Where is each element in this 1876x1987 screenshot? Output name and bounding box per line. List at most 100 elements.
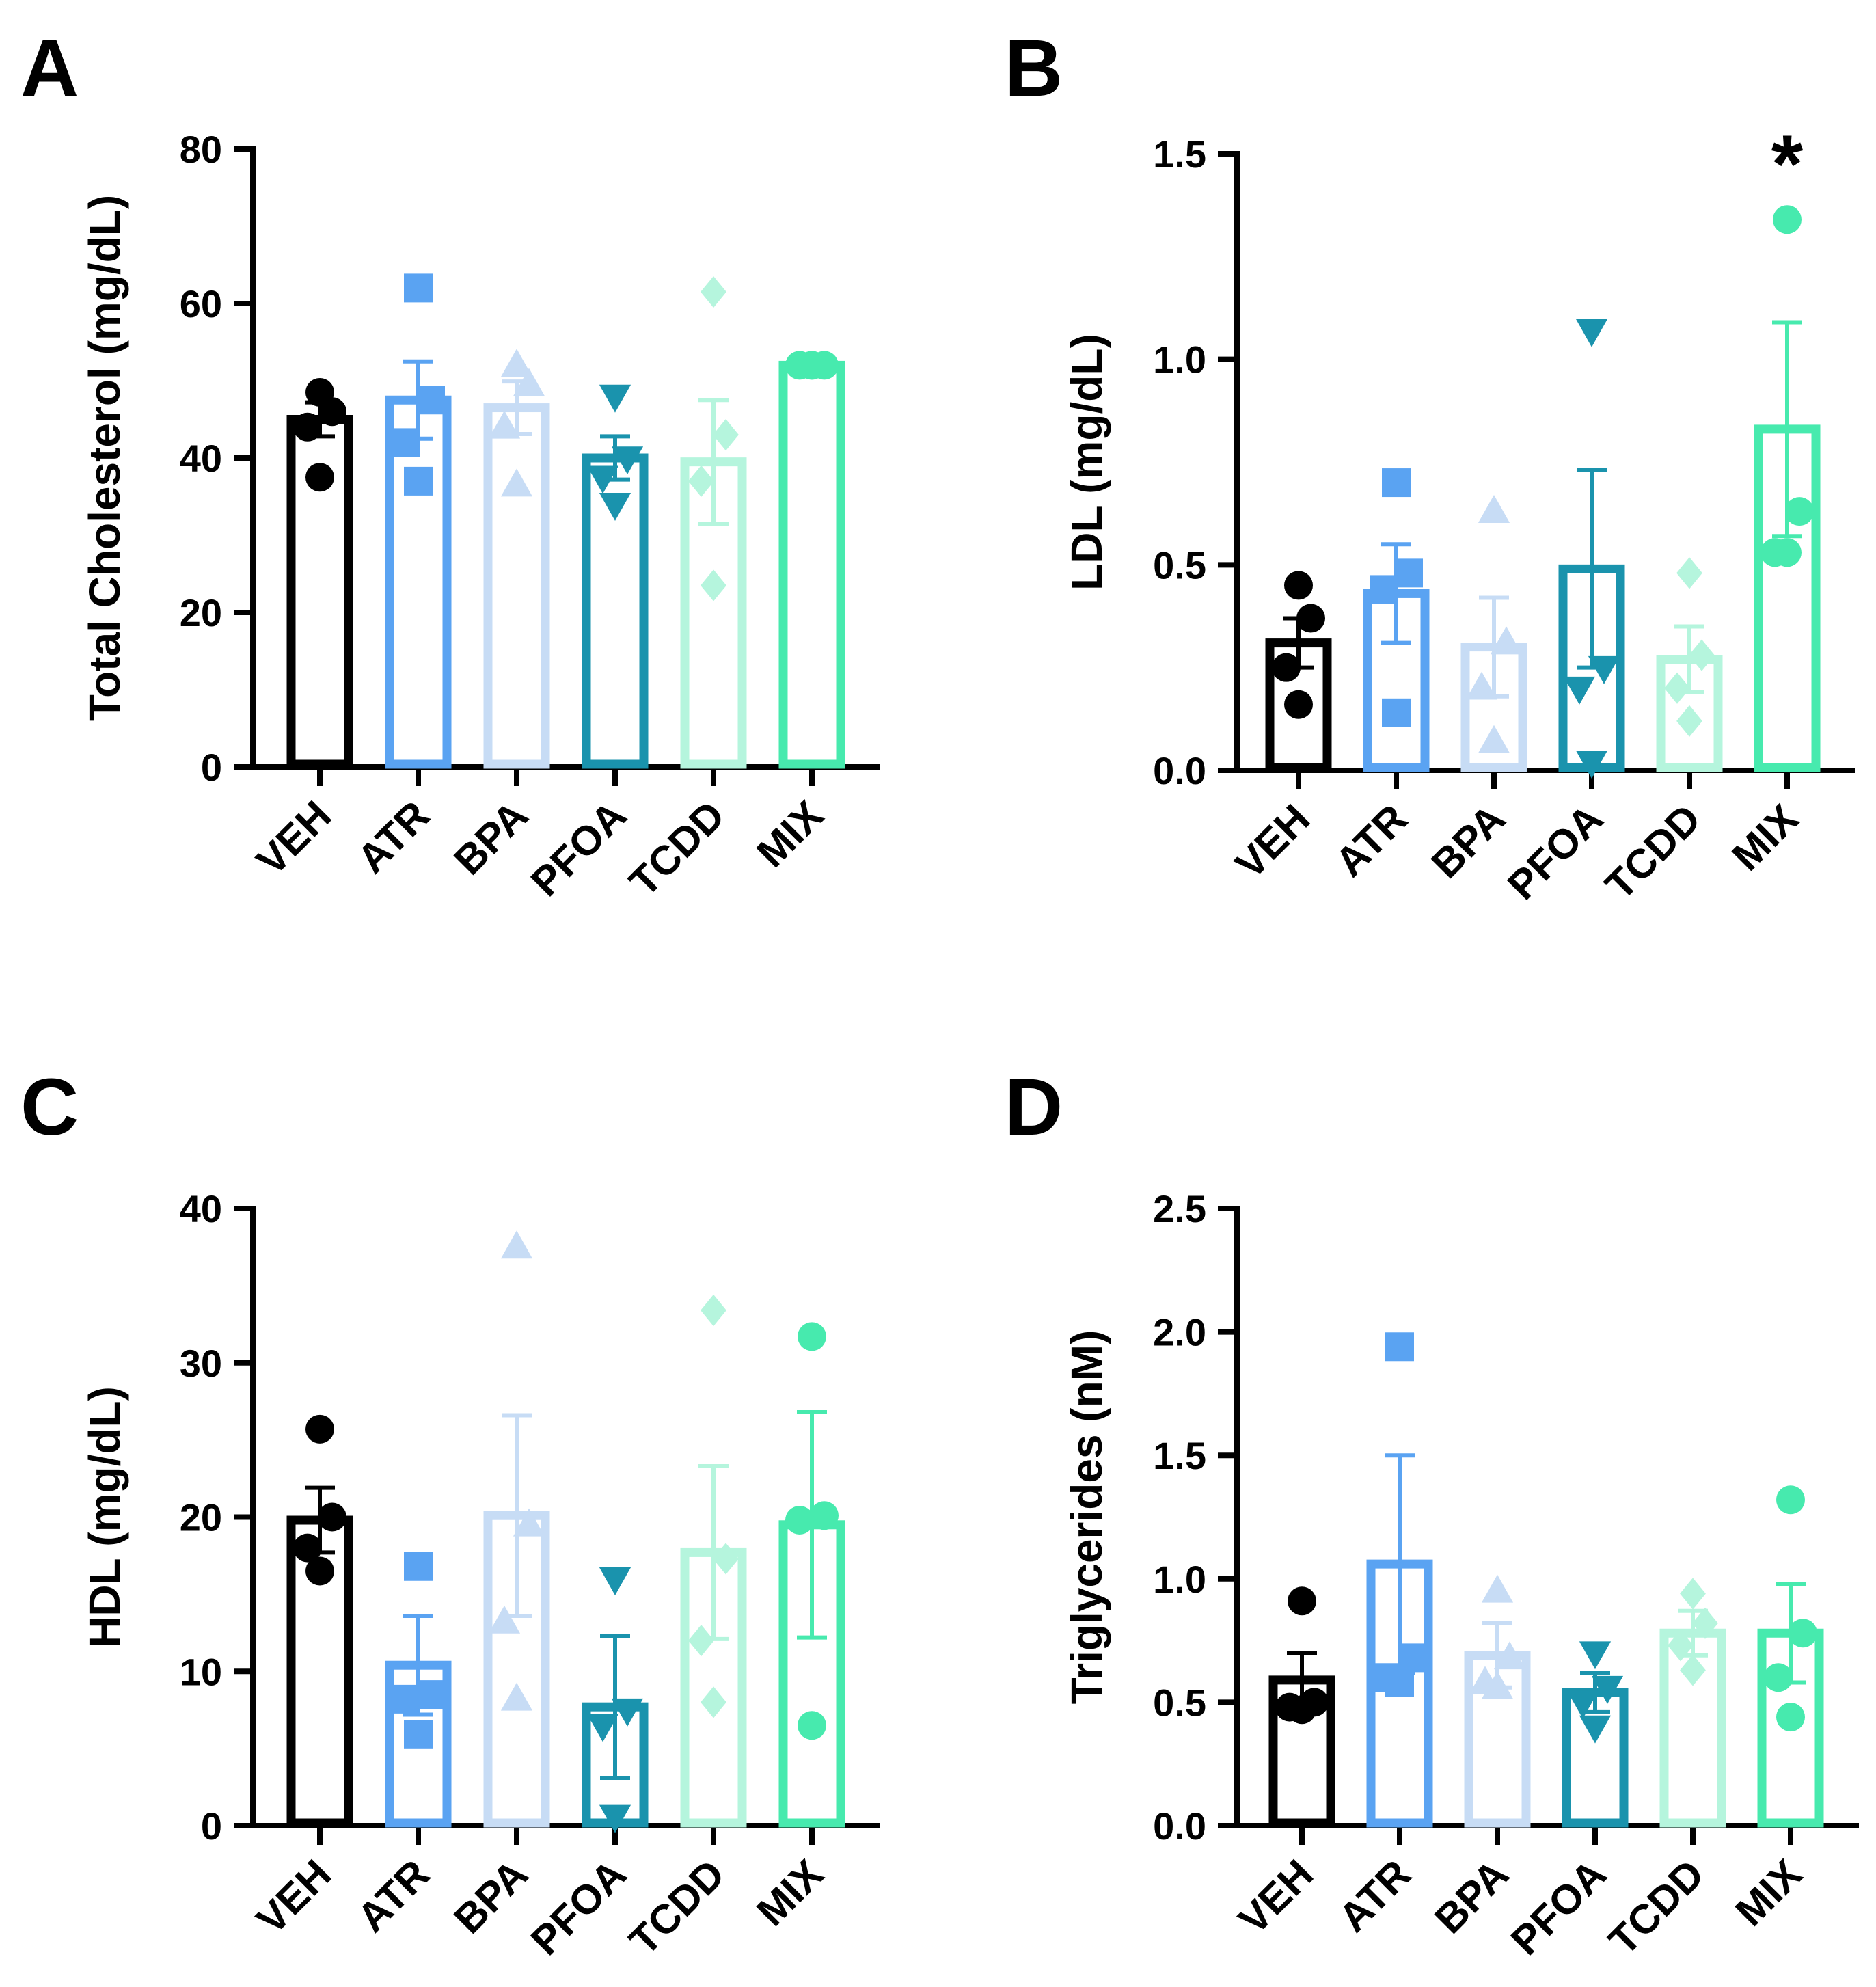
data-point [1680,1578,1706,1610]
data-point [599,493,631,521]
data-point [1588,655,1620,684]
data-point [305,1414,334,1444]
data-point [404,1720,433,1749]
bar-group-veh: VEH [1230,1586,1335,1943]
data-point [1776,1485,1805,1515]
bar-group-mix: MIX [748,1322,845,1935]
panel-d: D Triglycerides (nM) 0.0 0.5 1.0 1.5 2.0 2.5 VEH… [1005,1062,1859,1964]
data-point [701,275,726,308]
y-tick-label: 30 [180,1342,222,1385]
data-point [404,1552,433,1581]
data-point [305,1556,334,1586]
data-point [798,351,826,380]
data-point [713,1543,739,1575]
data-point [1579,1715,1612,1744]
data-point [586,1714,619,1742]
data-point [1764,1663,1793,1692]
y-axis-title: LDL (mg/dL) [1062,334,1111,591]
data-point [1575,319,1608,347]
x-tick-label: PFOA [522,792,635,905]
x-tick-label: MIX [1726,1851,1810,1935]
bar-group-pfoa: PFOA [522,1567,649,1964]
data-point [318,397,346,427]
x-tick-label: PFOA [1499,796,1612,908]
x-tick-label: PFOA [522,1851,635,1964]
y-tick-label: 80 [180,128,222,171]
bar-group-atr: ATR [1330,1332,1433,1941]
data-point [1481,1574,1514,1603]
bar-group-pfoa: PFOA [1502,1641,1629,1964]
data-point [500,1230,533,1259]
y-axis-title: Total Cholesterol (mg/dL) [80,195,129,721]
data-point [611,1698,644,1727]
panel-letter: C [21,1062,79,1152]
data-point [713,419,739,451]
bar-group-pfoa: PFOA [522,384,649,905]
data-point [1288,1586,1316,1616]
x-tick-label: ATR [349,1851,438,1941]
data-point [1296,604,1325,633]
data-point [1493,1641,1526,1670]
bar-group-bpa: BPA [1422,495,1527,887]
data-point [1478,495,1510,523]
y-tick-label: 1.0 [1153,1558,1206,1601]
data-point [810,1501,839,1530]
x-tick-label: BPA [1422,796,1514,887]
data-point [1579,1641,1612,1670]
panel-letter: A [21,23,79,113]
data-point [701,569,726,601]
data-point [293,1533,322,1563]
x-tick-label: TCDD [621,1851,733,1964]
data-point [1370,575,1398,604]
data-point [599,384,631,413]
data-point [293,412,322,442]
data-point [785,1506,814,1535]
bar-group-atr: ATR [349,273,452,882]
data-point [1680,1654,1706,1686]
panel-letter: D [1005,1062,1063,1152]
data-point [611,446,644,475]
data-point [1785,497,1814,526]
data-point [701,1686,726,1718]
x-tick-label: BPA [445,792,536,884]
data-point [798,1711,826,1740]
x-tick-label: VEH [1230,1851,1322,1943]
data-point [1563,676,1596,705]
bar-group-atr: ATR [1327,468,1430,885]
bar-group-mix: MIX [748,351,845,876]
data-point [1394,558,1423,588]
data-point [488,1605,521,1634]
data-point [688,1625,714,1657]
data-point [1272,653,1301,682]
x-tick-label: TCDD [621,792,733,905]
data-point [404,466,433,496]
y-tick-label: 0 [201,746,222,789]
bar-group-tcdd: TCDD [621,275,747,905]
y-tick-label: 0 [201,1804,222,1848]
bar-group-pfoa: PFOA [1499,319,1625,908]
data-point [1776,1703,1805,1732]
x-tick-label: BPA [1426,1851,1517,1943]
x-tick-label: TCDD [1596,796,1709,908]
bar-group-tcdd: TCDD [1600,1578,1726,1964]
data-point [1478,725,1510,753]
data-point [1676,557,1702,589]
panel-letter: B [1005,23,1063,113]
x-tick-label: VEH [248,1851,340,1943]
data-point [1575,751,1608,779]
x-tick-label: BPA [445,1851,536,1943]
y-tick-label: 1.5 [1153,1434,1206,1477]
data-point [500,349,533,377]
data-point [688,465,714,497]
bar-bpa [483,403,550,769]
data-point [1591,1675,1624,1704]
bar-group-veh: VEH [248,377,353,884]
data-point [1689,639,1715,671]
data-point [318,1502,346,1532]
data-point [1676,705,1702,737]
data-point [1288,1695,1316,1725]
data-point [1773,538,1802,567]
data-point [513,368,545,396]
bar-group-tcdd: TCDD [1596,557,1723,908]
y-tick-label: 2.0 [1153,1311,1206,1354]
